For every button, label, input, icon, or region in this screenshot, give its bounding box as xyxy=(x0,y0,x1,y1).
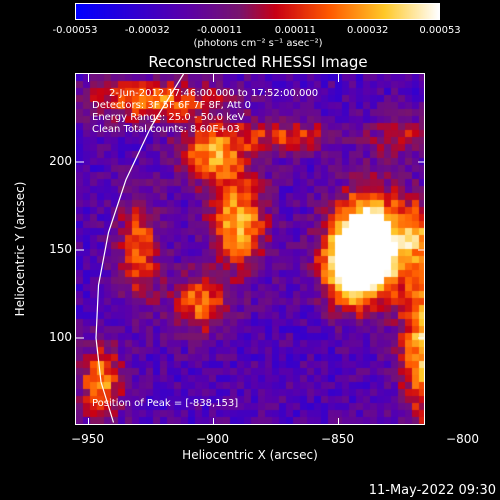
annotation-energy-range: Energy Range: 25.0 - 50.0 keV xyxy=(92,112,245,123)
colorbar-tick-label: 0.00053 xyxy=(419,25,461,36)
y-axis-label: Heliocentric Y (arcsec) xyxy=(13,181,27,317)
annotation-peak-position: Position of Peak = [-838,153] xyxy=(92,398,239,409)
plot-area: 2-Jun-2012 17:46:00.000 to 17:52:00.000 … xyxy=(75,73,425,425)
x-tick-label: −950 xyxy=(71,432,104,446)
timestamp: 11-May-2022 09:30 xyxy=(368,483,496,498)
annotation-detectors: Detectors: 3F 5F 6F 7F 8F, Att 0 xyxy=(92,100,252,111)
x-tick-label: −850 xyxy=(321,432,354,446)
colorbar-tick-label: 0.00032 xyxy=(347,25,389,36)
x-axis-label: Heliocentric X (arcsec) xyxy=(182,448,318,462)
annotation-clean-counts: Clean Total counts: 8.60E+03 xyxy=(92,124,240,135)
y-tick-label: 200 xyxy=(49,154,72,168)
colorbar-tick-label: -0.00053 xyxy=(52,25,98,36)
colorbar-tick-label: -0.00011 xyxy=(197,25,243,36)
limb-line xyxy=(95,74,185,423)
x-tick-label: −900 xyxy=(196,432,229,446)
solar-limb-curve xyxy=(76,74,424,424)
colorbar-tick-label: -0.00032 xyxy=(124,25,170,36)
y-tick-label: 100 xyxy=(49,330,72,344)
annotation-time-range: 2-Jun-2012 17:46:00.000 to 17:52:00.000 xyxy=(109,88,319,99)
y-tick-label: 150 xyxy=(49,242,72,256)
chart-title: Reconstructed RHESSI Image xyxy=(148,53,368,71)
colorbar-unit-label: (photons cm⁻² s⁻¹ asec⁻²) xyxy=(193,38,323,49)
colorbar xyxy=(75,3,440,20)
x-tick-label: −800 xyxy=(446,432,479,446)
heatmap-image xyxy=(76,74,424,424)
colorbar-tick-label: 0.00011 xyxy=(274,25,317,36)
